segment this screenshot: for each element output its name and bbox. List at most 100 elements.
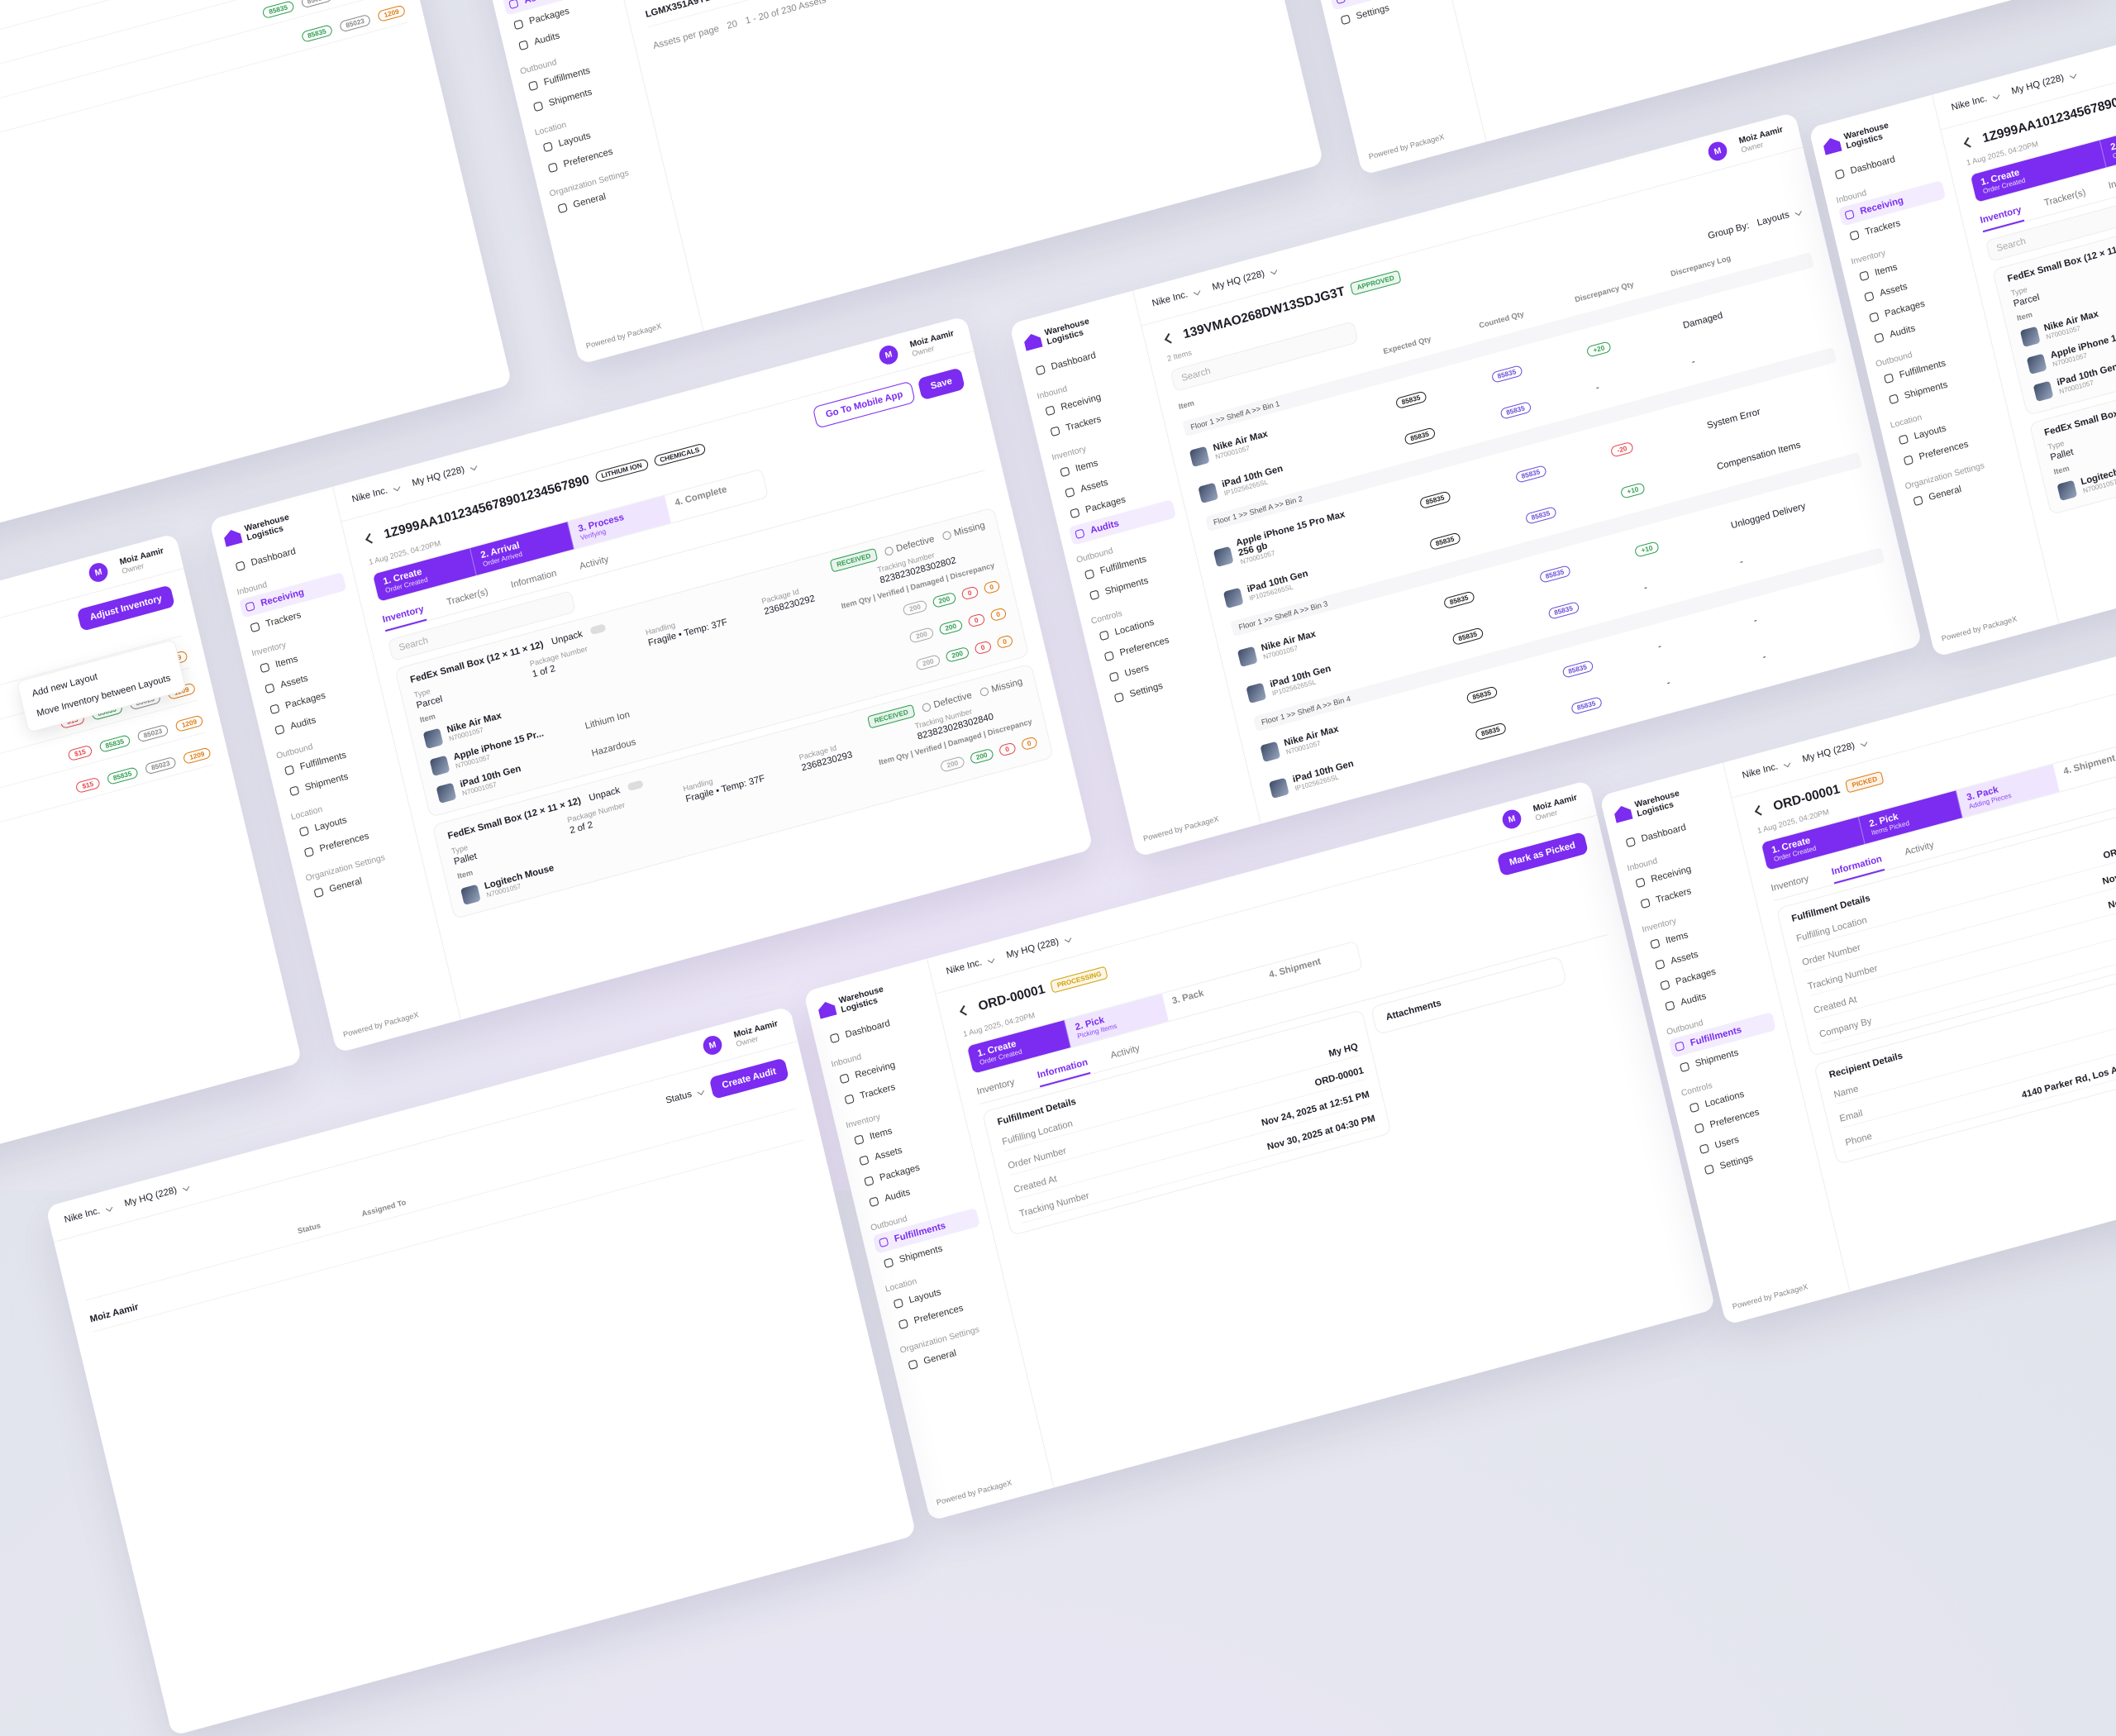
user: Moiz Aamir Owner [733,1018,781,1047]
qty-badge: - [1656,641,1663,652]
powered-by: Powered by PackageX [584,322,663,351]
back-button[interactable] [959,1004,970,1016]
qty-badge: 0 [974,640,992,656]
tab[interactable]: Information [1829,848,1885,885]
back-button[interactable] [1963,136,1975,148]
tab[interactable]: Activity [1109,1043,1141,1061]
user: Moiz Aamir Owner [1738,125,1786,154]
tab[interactable]: Information [1035,1052,1091,1088]
tab[interactable]: Inventory [1978,199,2024,233]
step-label: 4. Complete [674,484,728,508]
location-select[interactable]: My HQ (228) [1005,933,1071,961]
toggle[interactable] [627,780,644,792]
tab[interactable]: Information [2107,169,2116,192]
cell: 85835 [1514,448,1608,484]
qty-badge: 85835 [1474,721,1507,741]
tab[interactable]: Information [509,568,558,591]
qty-badge: 200 [940,756,965,773]
cell: LGMX351A9Y12 [644,0,717,20]
qty-badge: 85835 [1403,426,1437,446]
qty-badge: +20 [1585,340,1612,358]
qty-badge: 200 [932,591,957,609]
cell: 85835 [1570,680,1663,715]
powered-by: Powered by PackageX [935,1478,1013,1507]
org-select[interactable]: Nike Inc. [1742,758,1791,781]
badge: 85835 [261,0,295,20]
unpack-label: Unpack [588,785,622,804]
badge: 1209 [377,4,407,22]
toggle[interactable] [589,623,607,636]
badge: $15 [75,776,101,794]
sections: Fulfillment Details Fulfilling Location OR… [1775,805,2116,1166]
thumbnail [1260,741,1281,762]
tab[interactable]: Inventory [380,599,427,632]
thumbnail [1189,446,1210,467]
thumbnail [2033,380,2054,402]
cell: 85835 [1474,705,1567,741]
qty-badge: 0 [1020,736,1038,751]
qty-badge: 0 [967,613,985,628]
cell: 85835 [1442,574,1536,609]
qty-badge: 85835 [1538,564,1571,584]
group-select[interactable]: Layouts [1756,207,1802,228]
tab[interactable]: Inventory [1770,873,1810,894]
location-select[interactable]: My HQ (228) [123,1182,189,1209]
badge: 1209 [182,746,212,765]
tab[interactable]: Tracker(s) [446,586,489,608]
org-select[interactable]: Nike Inc. [351,482,401,505]
cell: Floor 1 >> Shelf C [0,785,69,949]
button[interactable]: Save [917,367,965,401]
brand: Warehouse Logistics [243,513,291,543]
tab[interactable]: Inventory [975,1076,1016,1098]
logo-icon [222,527,242,546]
tab[interactable]: Activity [578,554,610,572]
tag: CHEMICALS [652,442,707,467]
location-select[interactable]: My HQ (228) [411,461,477,489]
tab[interactable]: Tracker(s) [2042,187,2087,209]
qty-badge: 200 [938,618,964,637]
spacer [712,420,808,446]
location-select[interactable]: My HQ (228) [1211,265,1277,293]
item-header: Item [2016,310,2033,323]
badge: 1209 [174,714,204,732]
cell: +10 [1619,464,1713,499]
back-button[interactable] [1164,332,1175,344]
unpack-label: Unpack [550,628,584,647]
org-select[interactable]: Nike Inc. [1151,286,1201,309]
footer-text: 1 - 20 of 230 Assets [744,0,827,26]
location-select[interactable]: My HQ (228) [1801,737,1867,765]
avatar: M [1706,139,1729,163]
step-label: 3. Pack [1170,988,1205,1007]
tab[interactable]: Activity [1904,840,1935,858]
thumbnail [429,755,450,776]
badge: 85835 [98,734,131,753]
badge: $15 [67,744,93,762]
cell: - [1643,559,1737,593]
cell: - [1656,618,1751,652]
filter[interactable]: Status [665,1086,704,1105]
location-select[interactable]: My HQ (228) [2010,69,2076,97]
qty-badge: 200 [902,599,928,617]
content: Adjust Inventory Add new Layout Move Inven… [0,569,232,973]
org-select[interactable]: Nike Inc. [1951,90,2000,113]
org-select[interactable]: Nike Inc. [946,954,995,977]
qty-badge: 0 [995,634,1014,650]
item-header: Item [456,868,474,881]
app-window: Nike Inc. My HQ (228) M Moiz Aamir Owner Stat… [45,1006,917,1736]
badge: 85023 [300,0,333,9]
user: Moiz Aamir Owner [119,546,167,575]
powered-by: Powered by PackageX [1940,614,2018,643]
back-button[interactable] [1754,804,1766,816]
field-value: ORD-00001 [1313,1065,1365,1089]
qty-badge: 0 [982,579,1001,595]
qty-badge: 85835 [1490,364,1523,384]
qty-badge: 85835 [1418,489,1451,509]
item-header: Item [2052,464,2071,477]
badge: 85023 [144,756,178,775]
badge: 85023 [136,723,169,743]
org-select[interactable]: Nike Inc. [64,1203,113,1226]
qty-badge: 200 [915,654,941,671]
field-label: Company By [1818,1016,1873,1041]
back-button[interactable] [365,532,376,544]
cell: 85835 [1394,374,1488,409]
